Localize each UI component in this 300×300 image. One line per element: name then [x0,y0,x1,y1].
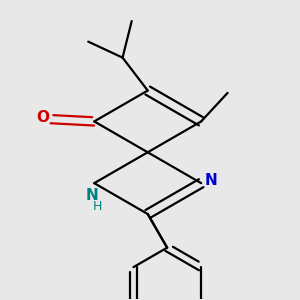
Text: H: H [93,200,103,212]
Text: N: N [85,188,98,203]
Text: O: O [36,110,49,125]
Text: N: N [205,173,217,188]
